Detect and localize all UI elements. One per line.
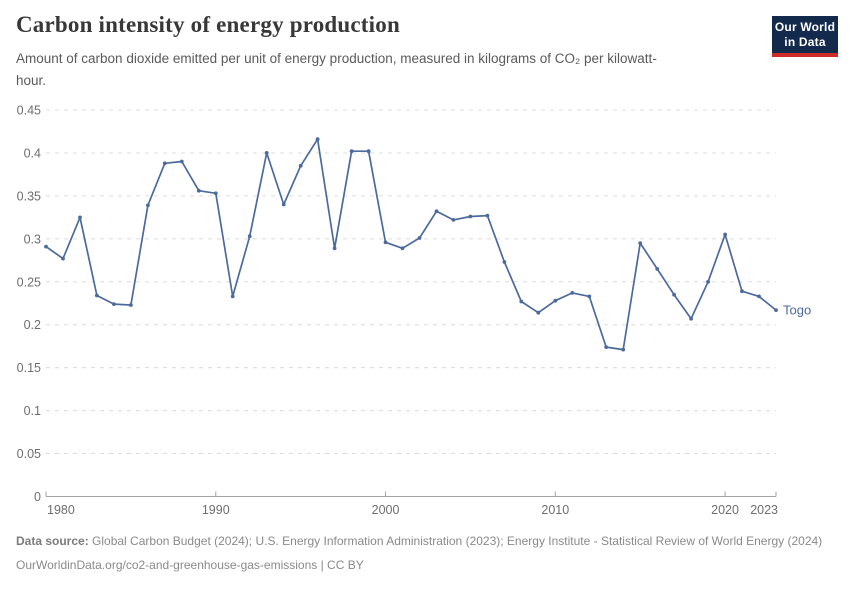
series-end-label[interactable]: Togo: [783, 303, 811, 318]
data-point-marker[interactable]: [247, 234, 252, 239]
y-axis-tick-label: 0.3: [24, 232, 41, 246]
series-line-togo[interactable]: [45, 138, 777, 351]
chart-header: Carbon intensity of energy production Am…: [16, 12, 756, 91]
y-axis-tick-label: 0: [34, 490, 41, 504]
y-axis-tick-label: 0.2: [24, 318, 41, 332]
data-point-marker[interactable]: [349, 149, 354, 154]
owid-logo-text: Our World in Data: [772, 16, 838, 53]
data-point-marker[interactable]: [655, 267, 660, 271]
data-point-marker[interactable]: [162, 161, 167, 166]
data-point-marker[interactable]: [61, 256, 65, 261]
data-point-marker[interactable]: [129, 303, 133, 307]
y-axis-tick-label: 0.05: [17, 447, 41, 461]
data-point-marker[interactable]: [281, 202, 286, 207]
data-point-marker[interactable]: [604, 345, 609, 349]
data-point-marker[interactable]: [570, 291, 575, 295]
owid-logo[interactable]: Our World in Data: [772, 16, 838, 57]
data-point-marker[interactable]: [417, 236, 422, 240]
owid-logo-red-bar: [772, 53, 838, 57]
x-axis-tick-label: 2023: [750, 503, 778, 517]
data-source-label: Data source:: [16, 534, 89, 548]
chart-subtitle: Amount of carbon dioxide emitted per uni…: [16, 51, 657, 88]
data-point-marker[interactable]: [740, 289, 744, 294]
data-point-marker[interactable]: [502, 260, 507, 264]
x-axis-tick-label: 1980: [47, 503, 75, 517]
data-source-line: Data source: Global Carbon Budget (2024)…: [16, 533, 828, 550]
y-axis-tick-label: 0.15: [17, 361, 41, 375]
data-point-marker[interactable]: [621, 347, 626, 352]
data-point-marker[interactable]: [451, 218, 456, 222]
data-point-marker[interactable]: [536, 310, 541, 315]
x-axis-tick-label: 2000: [372, 503, 400, 517]
data-point-marker[interactable]: [383, 240, 388, 245]
data-point-marker[interactable]: [366, 149, 371, 154]
chart-footer: Data source: Global Carbon Budget (2024)…: [16, 533, 828, 575]
y-axis-tick-label: 0.1: [24, 404, 41, 418]
data-point-marker[interactable]: [95, 293, 99, 298]
y-axis-tick-label: 0.45: [17, 104, 41, 118]
data-point-marker[interactable]: [723, 232, 727, 237]
y-axis-tick-label: 0.4: [24, 146, 41, 160]
chart-title: Carbon intensity of energy production: [16, 12, 400, 37]
y-axis-tick-label: 0.35: [17, 189, 41, 203]
x-axis-tick-label: 2020: [711, 503, 739, 517]
data-point-marker[interactable]: [672, 292, 676, 297]
data-point-marker[interactable]: [400, 246, 405, 251]
data-point-marker[interactable]: [298, 163, 303, 168]
data-point-marker[interactable]: [44, 244, 48, 249]
data-point-marker[interactable]: [553, 298, 558, 303]
data-point-marker[interactable]: [434, 209, 439, 214]
data-point-marker[interactable]: [638, 241, 643, 246]
data-point-marker[interactable]: [315, 137, 320, 142]
data-point-marker[interactable]: [146, 203, 150, 208]
y-axis-tick-label: 0.25: [17, 275, 41, 289]
data-point-marker[interactable]: [774, 308, 778, 312]
data-point-marker[interactable]: [264, 151, 269, 155]
data-point-marker[interactable]: [519, 299, 524, 304]
data-point-marker[interactable]: [332, 246, 337, 251]
data-point-marker[interactable]: [179, 159, 184, 164]
data-point-marker[interactable]: [196, 188, 201, 193]
data-point-marker[interactable]: [213, 191, 218, 196]
data-source-text: Global Carbon Budget (2024); U.S. Energy…: [88, 534, 823, 548]
x-axis-tick-label: 1990: [202, 503, 230, 517]
data-point-marker[interactable]: [468, 214, 473, 219]
x-axis-tick-label: 2010: [541, 503, 569, 517]
owid-logo-line1: Our World: [774, 20, 836, 34]
data-point-marker[interactable]: [485, 213, 490, 218]
data-point-marker[interactable]: [706, 279, 710, 284]
license-line[interactable]: OurWorldinData.org/co2-and-greenhouse-ga…: [16, 558, 364, 573]
data-point-marker[interactable]: [230, 294, 235, 299]
data-point-marker[interactable]: [689, 316, 693, 321]
data-point-marker[interactable]: [112, 302, 116, 306]
data-point-marker[interactable]: [587, 294, 592, 299]
owid-logo-line2: in Data: [784, 34, 826, 49]
data-point-marker[interactable]: [78, 215, 82, 220]
data-point-marker[interactable]: [757, 294, 761, 299]
